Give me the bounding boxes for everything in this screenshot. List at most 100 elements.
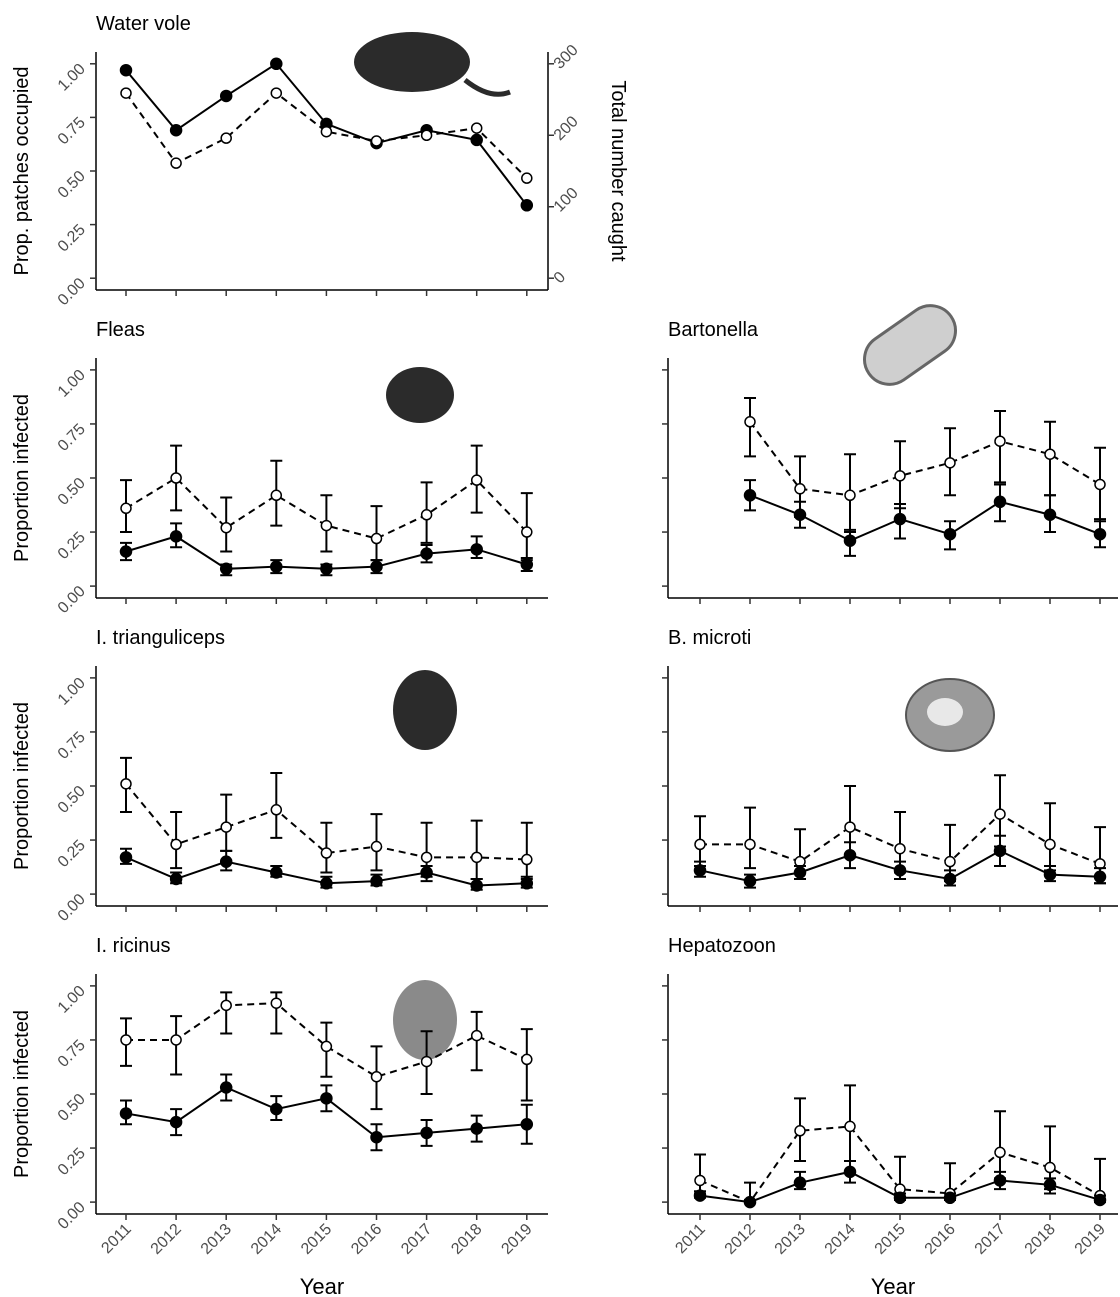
- x-tick-label: 2017: [398, 1221, 435, 1258]
- y2-tick-label: 0: [551, 269, 569, 287]
- point: [794, 483, 806, 495]
- x-tick-label: 2016: [922, 1221, 959, 1258]
- point: [893, 1191, 907, 1205]
- point: [169, 530, 183, 543]
- panel-title: I. ricinus: [96, 935, 170, 957]
- point: [470, 1122, 483, 1135]
- point: [744, 838, 756, 851]
- x-tick-label: 2012: [722, 1221, 759, 1258]
- y-tick-label: 0.00: [55, 275, 89, 309]
- y-tick-label: 0.25: [55, 529, 89, 563]
- point: [270, 804, 283, 816]
- tick-icon: [393, 670, 457, 750]
- x-tick-label: 2019: [498, 1221, 535, 1258]
- point: [470, 1029, 483, 1042]
- point: [470, 543, 483, 556]
- point: [320, 125, 333, 138]
- point: [520, 1118, 534, 1131]
- x-axis-label: Year: [871, 1274, 915, 1297]
- point: [220, 521, 232, 534]
- point: [1094, 478, 1106, 491]
- point: [693, 864, 707, 877]
- point: [420, 851, 433, 864]
- series-line: [125, 783, 527, 861]
- x-tick-label: 2017: [972, 1221, 1009, 1258]
- point: [743, 874, 757, 888]
- point: [1093, 870, 1107, 884]
- point: [1043, 868, 1057, 881]
- point: [270, 57, 283, 71]
- y-axis-label: Proportion infected: [11, 702, 33, 870]
- error-bar: [744, 806, 756, 870]
- series-line: [749, 421, 1101, 497]
- panel-title: Fleas: [96, 319, 145, 341]
- y-tick-label: 0.75: [55, 421, 89, 455]
- point: [843, 848, 857, 862]
- y-tick-label: 0.50: [55, 1091, 89, 1125]
- y-axis-label: Prop. patches occupied: [11, 66, 33, 275]
- point: [170, 838, 182, 851]
- microti-inner: [927, 698, 963, 726]
- x-tick-label: 2013: [772, 1221, 809, 1258]
- point: [793, 1176, 807, 1189]
- point: [320, 1092, 333, 1105]
- point: [1044, 448, 1056, 460]
- point: [1043, 1178, 1057, 1192]
- x-tick-label: 2016: [348, 1221, 385, 1258]
- point: [420, 1055, 433, 1068]
- point: [1044, 838, 1056, 851]
- icons: [354, 32, 995, 1060]
- y-tick-label: 0.25: [55, 1145, 89, 1179]
- error-bar: [694, 1153, 706, 1195]
- y-tick-label: 0.00: [55, 583, 89, 617]
- point: [420, 1126, 433, 1140]
- point: [219, 89, 233, 103]
- point: [470, 879, 483, 892]
- point: [894, 842, 906, 855]
- point: [993, 844, 1007, 858]
- vole-tail: [463, 78, 511, 97]
- x-tick-label: 2011: [672, 1221, 708, 1257]
- x-tick-label: 2018: [1022, 1221, 1059, 1258]
- panel-title: I. trianguliceps: [96, 627, 225, 649]
- point: [220, 132, 232, 144]
- point: [693, 1189, 707, 1202]
- point: [1043, 508, 1057, 522]
- point: [893, 512, 907, 526]
- x-tick-label: 2011: [98, 1221, 134, 1257]
- point: [993, 1174, 1007, 1187]
- point: [943, 872, 957, 886]
- point: [470, 474, 483, 486]
- point: [270, 866, 283, 879]
- point: [219, 562, 233, 576]
- point: [470, 133, 483, 147]
- point: [270, 1102, 283, 1116]
- point: [994, 435, 1006, 447]
- point: [170, 157, 182, 169]
- point: [120, 778, 132, 790]
- point: [220, 999, 232, 1012]
- flea-icon: [386, 367, 454, 423]
- point: [521, 1053, 533, 1066]
- point: [694, 838, 706, 851]
- error-bar: [1044, 802, 1056, 872]
- point: [370, 874, 383, 888]
- y2-tick-label: 300: [551, 42, 582, 73]
- y-axis-label: Proportion infected: [11, 394, 33, 562]
- y-tick-label: 0.25: [55, 837, 89, 871]
- panel-title: Water vole: [96, 13, 191, 35]
- point: [520, 558, 534, 571]
- point: [521, 853, 533, 866]
- panel-title: B. microti: [668, 627, 751, 649]
- point: [370, 532, 383, 545]
- x-tick-label: 2018: [448, 1221, 485, 1258]
- point: [521, 526, 533, 538]
- point: [994, 1146, 1006, 1159]
- point: [943, 1191, 957, 1205]
- y-tick-label: 1.00: [55, 675, 89, 709]
- point: [320, 519, 333, 532]
- point: [420, 866, 433, 879]
- point: [119, 63, 133, 77]
- point: [944, 457, 956, 469]
- x-tick-label: 2019: [1072, 1221, 1109, 1258]
